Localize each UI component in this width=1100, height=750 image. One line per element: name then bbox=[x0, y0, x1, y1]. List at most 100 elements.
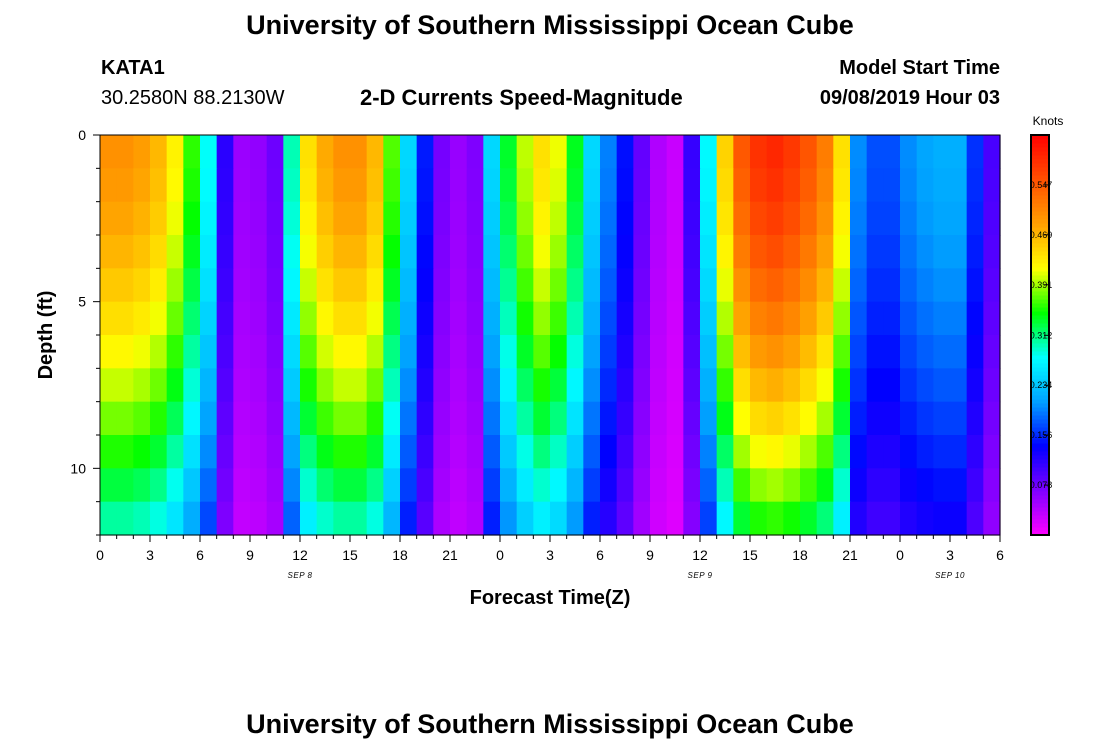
colorbar-segment bbox=[1031, 455, 1049, 460]
colorbar-segment bbox=[1031, 419, 1049, 424]
heatmap-cell bbox=[850, 468, 868, 503]
colorbar-segment bbox=[1031, 439, 1049, 444]
heatmap-cell bbox=[116, 368, 134, 403]
colorbar-segment bbox=[1031, 319, 1049, 324]
heatmap-cell bbox=[816, 268, 834, 303]
colorbar-segment bbox=[1031, 507, 1049, 512]
heatmap-cell bbox=[583, 368, 601, 403]
heatmap-cell bbox=[450, 301, 468, 336]
x-tick-label: 12 bbox=[692, 547, 708, 563]
heatmap-cell bbox=[733, 468, 751, 503]
heatmap-cell bbox=[566, 268, 584, 303]
colorbar-tick-label: 0.547 bbox=[1030, 180, 1053, 190]
heatmap-cell bbox=[616, 301, 634, 336]
heatmap-cell bbox=[933, 301, 951, 336]
x-tick-label: 18 bbox=[792, 547, 808, 563]
heatmap-cell bbox=[816, 501, 834, 536]
heatmap-cell bbox=[250, 501, 268, 536]
heatmap-cell bbox=[316, 268, 334, 303]
heatmap-cell bbox=[283, 401, 301, 436]
heatmap-cell bbox=[633, 235, 651, 269]
heatmap-cell bbox=[450, 335, 468, 369]
heatmap-cell bbox=[300, 501, 318, 536]
heatmap-cell bbox=[500, 401, 518, 436]
heatmap-cell bbox=[900, 268, 918, 303]
heatmap-cell bbox=[300, 468, 318, 503]
heatmap-cell bbox=[850, 268, 868, 303]
heatmap-cell bbox=[900, 401, 918, 436]
heatmap-cell bbox=[450, 168, 468, 203]
colorbar-segment bbox=[1031, 235, 1049, 240]
heatmap-cell bbox=[166, 435, 184, 469]
heatmap-cell bbox=[416, 435, 434, 469]
heatmap-cell bbox=[266, 435, 284, 469]
heatmap-cell bbox=[983, 468, 1001, 503]
heatmap-cell bbox=[316, 468, 334, 503]
heatmap-cell bbox=[600, 135, 618, 169]
heatmap-cell bbox=[366, 335, 384, 369]
colorbar-segment bbox=[1031, 451, 1049, 456]
heatmap-cell bbox=[866, 435, 884, 469]
heatmap-cell bbox=[466, 135, 484, 169]
heatmap-cell bbox=[950, 135, 968, 169]
heatmap-cell bbox=[750, 135, 768, 169]
colorbar-segment bbox=[1031, 531, 1049, 536]
heatmap-cell bbox=[350, 135, 368, 169]
heatmap-cell bbox=[266, 201, 284, 236]
heatmap-cell bbox=[516, 135, 534, 169]
heatmap-cell bbox=[800, 301, 818, 336]
heatmap-cell bbox=[300, 235, 318, 269]
heatmap-cell bbox=[183, 168, 201, 203]
heatmap-cell bbox=[433, 501, 451, 536]
heatmap-cell bbox=[716, 268, 734, 303]
colorbar-segment bbox=[1031, 287, 1049, 292]
heatmap-cell bbox=[800, 135, 818, 169]
heatmap-cell bbox=[716, 501, 734, 536]
heatmap-cell bbox=[400, 368, 418, 403]
heatmap-cell bbox=[883, 468, 901, 503]
heatmap-cell bbox=[250, 468, 268, 503]
heatmap-cell bbox=[900, 501, 918, 536]
heatmap-cell bbox=[533, 501, 551, 536]
heatmap-cell bbox=[483, 468, 501, 503]
heatmap-cell bbox=[883, 301, 901, 336]
colorbar-segment bbox=[1031, 395, 1049, 400]
heatmap-cell bbox=[366, 235, 384, 269]
heatmap-cell bbox=[566, 335, 584, 369]
heatmap-cell bbox=[966, 435, 984, 469]
heatmap-cell bbox=[566, 235, 584, 269]
heatmap-cell bbox=[783, 435, 801, 469]
heatmap-cell bbox=[300, 168, 318, 203]
heatmap-cell bbox=[650, 201, 668, 236]
heatmap-cell bbox=[666, 168, 684, 203]
heatmap-cell bbox=[416, 335, 434, 369]
heatmap-cell bbox=[716, 368, 734, 403]
heatmap-cell bbox=[433, 201, 451, 236]
heatmap-cell bbox=[366, 168, 384, 203]
heatmap-cell bbox=[766, 201, 784, 236]
colorbar-segment bbox=[1031, 415, 1049, 420]
heatmap-cell bbox=[916, 168, 934, 203]
heatmap-cell bbox=[583, 235, 601, 269]
heatmap-cell bbox=[366, 368, 384, 403]
heatmap-cell bbox=[333, 468, 351, 503]
heatmap-cell bbox=[966, 201, 984, 236]
heatmap-cell bbox=[200, 435, 218, 469]
heatmap-cell bbox=[483, 201, 501, 236]
heatmap-cell bbox=[950, 435, 968, 469]
heatmap-cell bbox=[533, 335, 551, 369]
heatmap-cell bbox=[516, 301, 534, 336]
heatmap-cell bbox=[266, 368, 284, 403]
heatmap-cell bbox=[966, 235, 984, 269]
heatmap-cell bbox=[500, 368, 518, 403]
colorbar-segment bbox=[1031, 143, 1049, 148]
heatmap-cell bbox=[300, 201, 318, 236]
heatmap-cell bbox=[200, 268, 218, 303]
heatmap-cell bbox=[450, 368, 468, 403]
heatmap-cell bbox=[183, 201, 201, 236]
heatmap-cell bbox=[566, 468, 584, 503]
heatmap-cell bbox=[316, 168, 334, 203]
heatmap-cell bbox=[783, 201, 801, 236]
heatmap-cell bbox=[633, 368, 651, 403]
heatmap-cell bbox=[866, 135, 884, 169]
